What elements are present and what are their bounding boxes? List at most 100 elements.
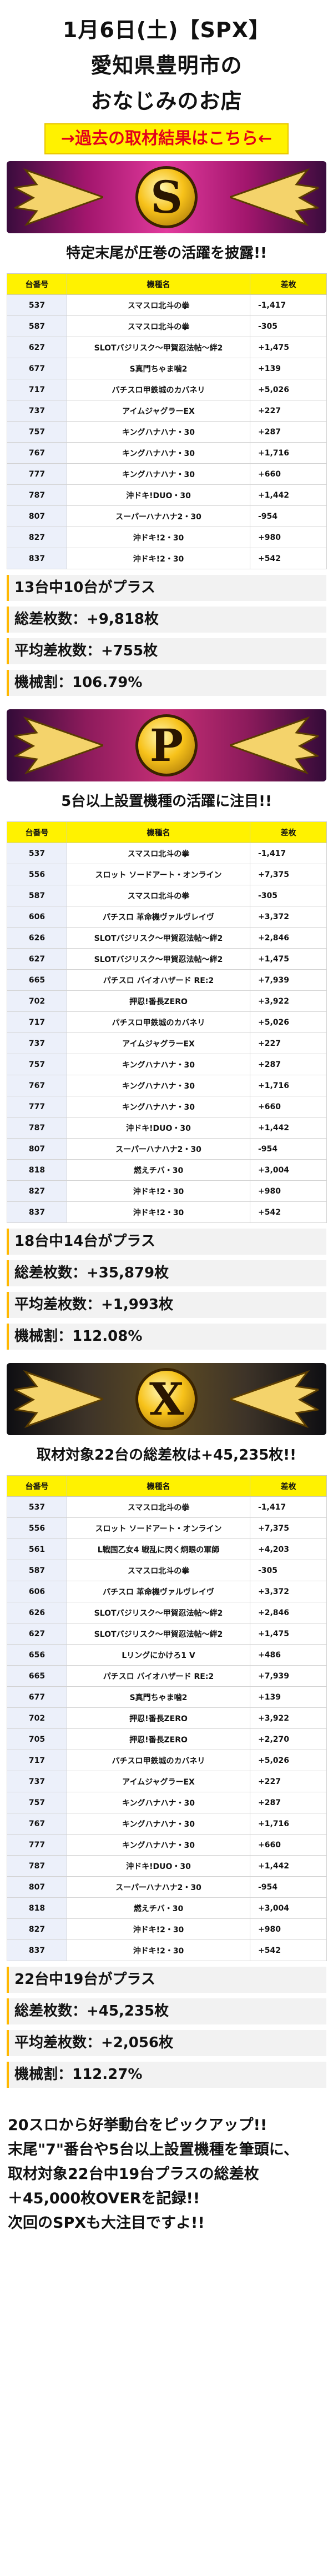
section-banner: X — [7, 1363, 326, 1435]
machine-name-cell: 沖ドキ!2・30 — [67, 1939, 250, 1961]
table-row: 587 スマスロ北斗の拳 -305 — [7, 315, 327, 337]
difference-cell: +5,026 — [250, 379, 327, 400]
column-header: 差枚 — [250, 1475, 327, 1497]
difference-cell: +1,716 — [250, 1813, 327, 1835]
machine-number-cell: 656 — [7, 1644, 67, 1666]
machine-number-cell: 837 — [7, 1939, 67, 1961]
machine-number-cell: 757 — [7, 1054, 67, 1075]
wing-right-icon — [227, 1370, 321, 1429]
machine-name-cell: 燃えチバ・30 — [67, 1159, 250, 1181]
machine-name-cell: 押忍!番長ZERO — [67, 1707, 250, 1729]
machine-number-cell: 787 — [7, 484, 67, 506]
table-row: 561 L戦国乙女4 戦乱に閃く炯眼の軍師 +4,203 — [7, 1538, 327, 1560]
table-row: 837 沖ドキ!2・30 +542 — [7, 1201, 327, 1223]
machine-number-cell: 837 — [7, 1201, 67, 1223]
column-header: 台番号 — [7, 1475, 67, 1497]
machine-name-cell: 燃えチバ・30 — [67, 1897, 250, 1919]
difference-cell: +3,004 — [250, 1897, 327, 1919]
machine-number-cell: 717 — [7, 379, 67, 400]
difference-cell: +1,475 — [250, 948, 327, 970]
machine-name-cell: スマスロ北斗の拳 — [67, 315, 250, 337]
table-row: 656 Lリングにかけろ1 V +486 — [7, 1644, 327, 1666]
machine-name-cell: 押忍!番長ZERO — [67, 990, 250, 1012]
machine-number-cell: 627 — [7, 948, 67, 970]
wing-left-icon — [12, 716, 106, 775]
section-spacer — [0, 1350, 333, 1363]
section-spacer — [0, 696, 333, 709]
machine-name-cell: S真門ちゃま噛2 — [67, 1686, 250, 1708]
table-row: 777 キングハナハナ・30 +660 — [7, 463, 327, 485]
difference-cell: +2,270 — [250, 1728, 327, 1750]
table-row: 626 SLOTバジリスク～甲賀忍法帖～絆2 +2,846 — [7, 927, 327, 949]
machine-number-cell: 777 — [7, 1834, 67, 1856]
machine-number-cell: 702 — [7, 1707, 67, 1729]
table-row: 587 スマスロ北斗の拳 -305 — [7, 1560, 327, 1581]
table-row: 777 キングハナハナ・30 +660 — [7, 1834, 327, 1856]
average-difference-stat: 平均差枚数：+1,993枚 — [7, 1292, 326, 1318]
machine-number-cell: 837 — [7, 548, 67, 569]
machine-number-cell: 626 — [7, 1602, 67, 1623]
footer-line: 末尾"7"番台や5台以上設置機種を筆頭に、 — [8, 2141, 299, 2158]
plus-count-stat: 18台中14台がプラス — [7, 1229, 326, 1255]
table-row: 702 押忍!番長ZERO +3,922 — [7, 990, 327, 1012]
difference-cell: -1,417 — [250, 1496, 327, 1518]
section-title: 特定末尾が圧巻の活躍を披露!! — [0, 233, 333, 273]
difference-cell: +542 — [250, 548, 327, 569]
table-row: 827 沖ドキ!2・30 +980 — [7, 527, 327, 548]
machine-name-cell: 沖ドキ!DUO・30 — [67, 1855, 250, 1877]
machine-name-cell: スーパーハナハナ2・30 — [67, 1876, 250, 1898]
section-title: 取材対象22台の総差枚は+45,235枚!! — [0, 1435, 333, 1475]
column-header: 機種名 — [67, 273, 250, 295]
difference-cell: +1,716 — [250, 1075, 327, 1096]
machine-name-cell: SLOTバジリスク～甲賀忍法帖～絆2 — [67, 927, 250, 949]
column-header: 台番号 — [7, 821, 67, 843]
machine-name-cell: L戦国乙女4 戦乱に閃く炯眼の軍師 — [67, 1538, 250, 1560]
machine-name-cell: パチスロ バイオハザード RE:2 — [67, 1665, 250, 1687]
section-banner: S — [7, 161, 326, 233]
table-row: 818 燃えチバ・30 +3,004 — [7, 1159, 327, 1181]
machine-number-cell: 818 — [7, 1159, 67, 1181]
difference-cell: +980 — [250, 1180, 327, 1202]
table-row: 665 パチスロ バイオハザード RE:2 +7,939 — [7, 969, 327, 991]
table-row: 717 パチスロ甲鉄城のカバネリ +5,026 — [7, 379, 327, 400]
difference-cell: +3,372 — [250, 906, 327, 928]
table-row: 757 キングハナハナ・30 +287 — [7, 1792, 327, 1813]
headline-subtitle: おなじみのお店 — [90, 89, 243, 113]
difference-cell: +7,375 — [250, 864, 327, 885]
badge-letter-icon: P — [135, 714, 198, 776]
table-row: 807 スーパーハナハナ2・30 -954 — [7, 1876, 327, 1898]
machine-number-cell: 677 — [7, 358, 67, 379]
difference-cell: -1,417 — [250, 294, 327, 316]
footer-line: ＋45,000枚OVERを記録!! — [8, 2190, 200, 2207]
footer-line: 取材対象22台中19台プラスの総差枚 — [8, 2166, 259, 2183]
machine-name-cell: スーパーハナハナ2・30 — [67, 1138, 250, 1160]
wing-left-icon — [12, 168, 106, 227]
past-results-link[interactable]: →過去の取材結果はこちら← — [44, 123, 289, 154]
machine-name-cell: SLOTバジリスク～甲賀忍法帖～絆2 — [67, 1623, 250, 1645]
machine-name-cell: キングハナハナ・30 — [67, 1075, 250, 1096]
table-row: 787 沖ドキ!DUO・30 +1,442 — [7, 1855, 327, 1877]
difference-cell: +542 — [250, 1201, 327, 1223]
table-row: 827 沖ドキ!2・30 +980 — [7, 1918, 327, 1940]
table-row: 827 沖ドキ!2・30 +980 — [7, 1180, 327, 1202]
machine-name-cell: 沖ドキ!2・30 — [67, 548, 250, 569]
table-row: 537 スマスロ北斗の拳 -1,417 — [7, 294, 327, 316]
table-row: 767 キングハナハナ・30 +1,716 — [7, 1075, 327, 1096]
difference-cell: +7,939 — [250, 1665, 327, 1687]
total-difference-stat: 総差枚数：+45,235枚 — [7, 1998, 326, 2024]
table-row: 537 スマスロ北斗の拳 -1,417 — [7, 1496, 327, 1518]
machine-name-cell: 沖ドキ!2・30 — [67, 1918, 250, 1940]
machine-name-cell: スマスロ北斗の拳 — [67, 885, 250, 906]
column-header: 差枚 — [250, 821, 327, 843]
table-row: 677 S真門ちゃま噛2 +139 — [7, 1686, 327, 1708]
table-row: 705 押忍!番長ZERO +2,270 — [7, 1728, 327, 1750]
difference-cell: +287 — [250, 1054, 327, 1075]
summary-footer: 20スロから好挙動台をピックアップ!! 末尾"7"番台や5台以上設置機種を筆頭に… — [0, 2101, 333, 2236]
table-row: 787 沖ドキ!DUO・30 +1,442 — [7, 1117, 327, 1139]
difference-cell: +1,442 — [250, 1855, 327, 1877]
table-row: 702 押忍!番長ZERO +3,922 — [7, 1707, 327, 1729]
machine-number-cell: 757 — [7, 1792, 67, 1813]
headline-date-store: 1月6日(土)【SPX】 — [62, 18, 271, 42]
table-header-row: 台番号 機種名 差枚 — [7, 1475, 327, 1497]
machine-number-cell: 827 — [7, 527, 67, 548]
